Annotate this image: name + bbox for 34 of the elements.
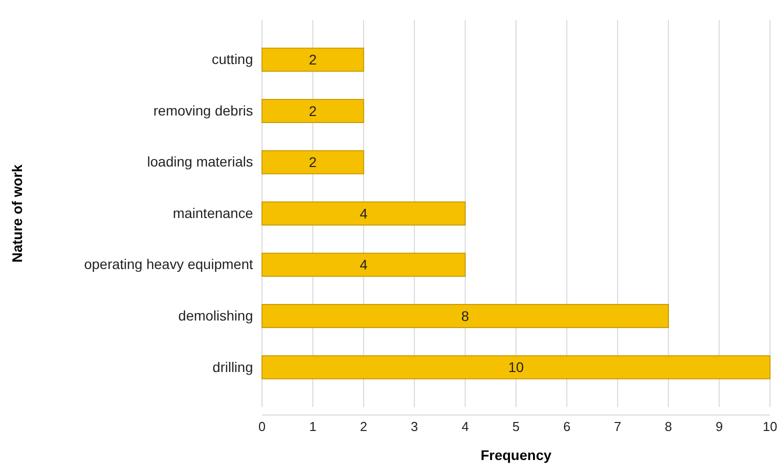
bar	[262, 355, 770, 380]
x-tick-label: 3	[410, 419, 418, 434]
x-tick-label: 5	[512, 419, 520, 434]
x-axis-title: Frequency	[480, 447, 552, 463]
bar	[262, 201, 466, 226]
x-tick-label: 6	[563, 419, 570, 434]
data-label: 2	[308, 102, 317, 119]
y-tick-label: loading materials	[147, 154, 253, 170]
y-tick-label: removing debris	[153, 102, 253, 118]
bar	[262, 48, 364, 72]
x-tick-label: 4	[462, 419, 469, 434]
bar	[262, 304, 669, 328]
x-tick-label: 7	[614, 419, 622, 434]
x-tick-label: 1	[309, 419, 316, 434]
x-tick-label: 8	[664, 419, 672, 434]
data-label: 4	[360, 256, 368, 273]
bar	[262, 150, 364, 174]
data-label: 4	[360, 205, 368, 222]
bar	[262, 98, 364, 124]
x-tick-label: 2	[360, 419, 368, 434]
data-label: 2	[308, 154, 317, 170]
bar	[262, 252, 466, 277]
data-label: 2	[308, 52, 317, 68]
x-tick-label: 0	[258, 419, 266, 434]
y-axis-title: Nature of work	[9, 164, 25, 263]
x-tick-label: 9	[716, 419, 723, 434]
y-tick-label: cutting	[212, 51, 253, 68]
data-label: 10	[508, 359, 524, 376]
y-tick-label: maintenance	[172, 204, 254, 221]
y-tick-label: drilling	[212, 358, 253, 375]
y-tick-label: demolishing	[178, 307, 253, 324]
y-tick-label: operating heavy equipment	[84, 256, 254, 272]
x-tick-label: 10	[762, 419, 778, 434]
data-label: 8	[461, 308, 470, 324]
